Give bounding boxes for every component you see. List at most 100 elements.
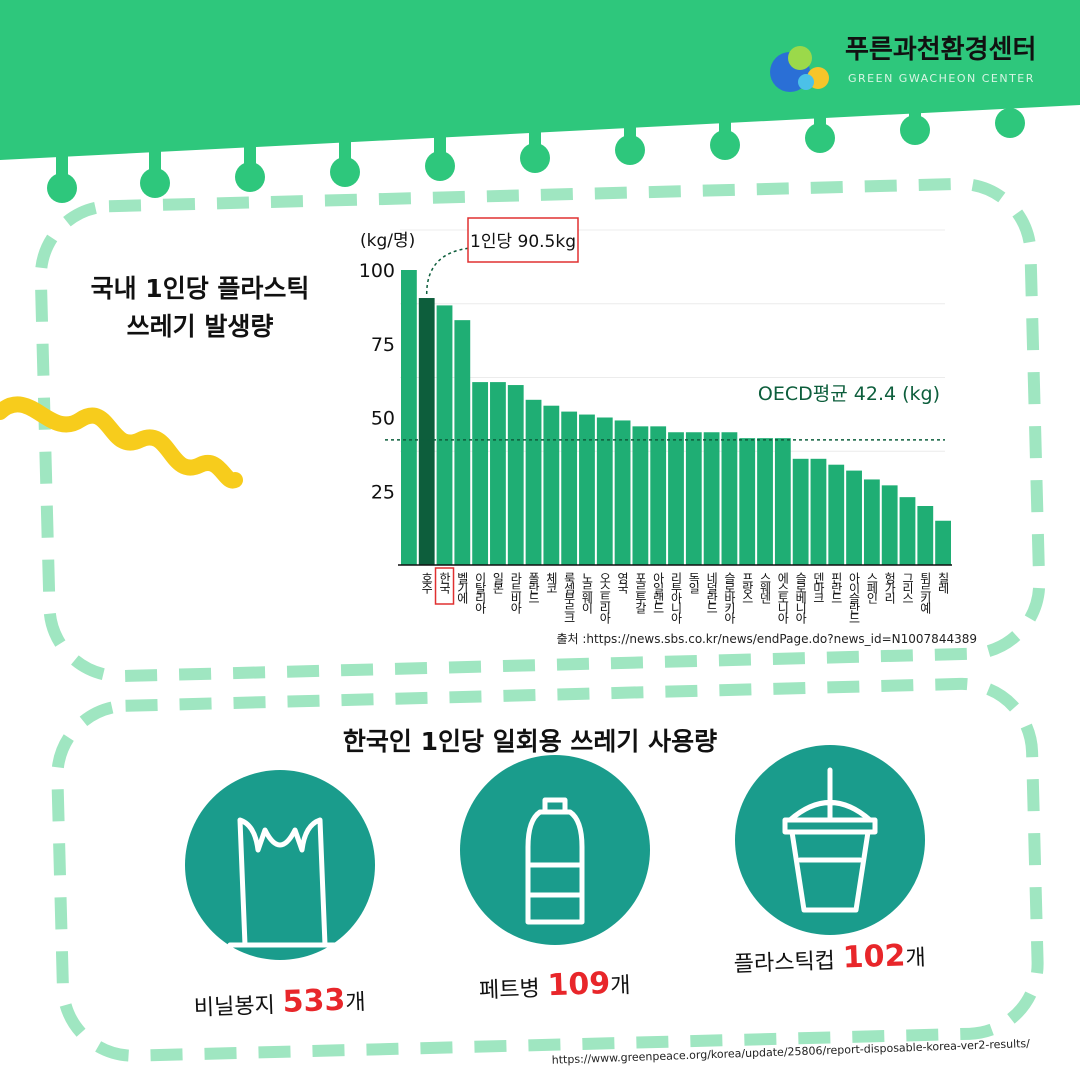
x-tick-label: 라트비아 — [509, 572, 523, 614]
icon — [782, 767, 878, 913]
x-tick-label: 네덜란드 — [705, 572, 719, 612]
x-tick-label: 오스트리아 — [598, 572, 612, 624]
item-count: 102 — [842, 938, 906, 975]
item-name: 플라스틱컵 — [733, 949, 835, 978]
source: 출처 :https://news.sbs.co.kr/news/endPage.… — [556, 632, 977, 646]
icon-circle — [735, 745, 925, 935]
bar — [917, 506, 934, 565]
x-tick-label: 한국 — [438, 572, 452, 594]
icon-circle — [185, 770, 375, 960]
x-tick-label: 포르투갈 — [633, 572, 647, 614]
bar — [810, 458, 827, 565]
bar — [561, 411, 578, 565]
bar — [881, 485, 898, 565]
bar — [846, 470, 862, 565]
item-name: 비닐봉지 — [193, 993, 275, 1021]
item-unit: 개 — [610, 973, 631, 999]
x-tick-label: 독일 — [687, 572, 701, 594]
section-title: 한국인 1인당 일회용 쓰레기 사용량 — [343, 727, 717, 756]
y-tick-label: 25 — [371, 481, 395, 503]
decoration — [0, 396, 243, 489]
x-tick-label: 슬로바키아 — [722, 572, 736, 624]
bar — [507, 385, 524, 565]
x-tick-label: 헝가리 — [883, 572, 897, 604]
item-label: 비닐봉지 533개 — [193, 982, 366, 1023]
bar — [739, 438, 756, 565]
bar — [454, 320, 471, 565]
x-tick-label: 핀란드 — [829, 572, 843, 602]
y-tick-label: 50 — [371, 408, 395, 430]
bar — [668, 432, 684, 565]
y-axis-label: (kg/명) — [360, 231, 415, 251]
x-tick-label: 에스토니아 — [776, 572, 790, 624]
icon — [227, 817, 338, 948]
x-tick-label: 그리스 — [900, 572, 914, 602]
bar — [579, 414, 595, 565]
bar — [685, 432, 702, 565]
header-band — [0, 0, 1080, 160]
bar — [632, 426, 649, 565]
logo — [770, 46, 829, 92]
annotation-leader — [425, 247, 471, 295]
bar — [757, 438, 773, 565]
bar — [792, 458, 809, 565]
item-count: 109 — [547, 966, 611, 1003]
x-tick-label: 아이슬란드 — [847, 572, 861, 622]
item-count: 533 — [282, 983, 346, 1020]
x-tick-label: 영국 — [616, 572, 630, 594]
x-tick-label: 아일랜드 — [651, 572, 665, 612]
header-subtitle: GREEN GWACHEON CENTER — [848, 72, 1035, 85]
source: https://www.greenpeace.org/korea/update/… — [552, 1037, 1031, 1067]
x-tick-label: 덴마크 — [811, 572, 825, 602]
frame — [51, 677, 1044, 1062]
item-label: 페트병 109개 — [478, 965, 631, 1005]
x-tick-label: 스페인 — [865, 572, 879, 604]
x-tick-label: 폴란드 — [527, 572, 541, 602]
x-tick-label: 칠레 — [936, 572, 950, 594]
x-tick-label: 호주 — [420, 572, 434, 594]
icon-circle — [460, 755, 650, 945]
bar — [525, 399, 542, 565]
x-tick-label: 슬로베니아 — [794, 572, 808, 624]
bar — [899, 497, 916, 565]
bar — [418, 298, 435, 565]
icon — [525, 797, 585, 925]
bar — [401, 270, 417, 565]
x-tick-label: 튀르키예 — [918, 572, 932, 614]
y-tick-label: 100 — [359, 260, 395, 282]
bar — [650, 426, 667, 565]
reference-label: OECD평균 42.4 (kg) — [758, 383, 940, 405]
bar — [828, 464, 845, 565]
annotation-box — [467, 217, 579, 263]
bar — [614, 420, 631, 565]
item-unit: 개 — [905, 946, 926, 972]
x-tick-label: 일본 — [491, 572, 505, 594]
x-tick-label: 스웨덴 — [758, 572, 772, 604]
header-name: 푸른과천환경센터 — [845, 35, 1036, 65]
x-tick-label: 체코 — [544, 572, 558, 592]
x-tick-label: 벨기에 — [455, 572, 469, 604]
bar — [543, 405, 560, 565]
bar — [703, 432, 720, 565]
bar — [596, 417, 613, 565]
x-tick-label: 리투아니아 — [669, 572, 683, 624]
chart: 25 50 75 100 호주 한국 벨기에 이탈리아 일본 라트비아 폴란드 체코 룩셈부르크 노르웨이… — [359, 217, 952, 624]
bar — [472, 382, 489, 565]
binder-rings — [47, 105, 1025, 203]
annotation-label: 1인당 90.5kg — [470, 232, 576, 252]
item-label: 플라스틱컵 102개 — [733, 938, 926, 980]
x-tick-label: 룩셈부르크 — [562, 572, 576, 622]
bar — [436, 305, 453, 565]
bar — [935, 520, 951, 565]
x-tick-label: 노르웨이 — [580, 572, 594, 614]
chart-title: 쓰레기 발생량 — [127, 312, 274, 341]
bar — [774, 438, 791, 565]
x-tick-label: 프랑스 — [740, 572, 754, 602]
x-tick-label: 이탈리아 — [473, 572, 487, 614]
item-name: 페트병 — [479, 977, 541, 1004]
bar — [490, 382, 506, 565]
chart-title: 국내 1인당 플라스틱 — [91, 274, 310, 303]
highlight-box — [434, 567, 455, 605]
